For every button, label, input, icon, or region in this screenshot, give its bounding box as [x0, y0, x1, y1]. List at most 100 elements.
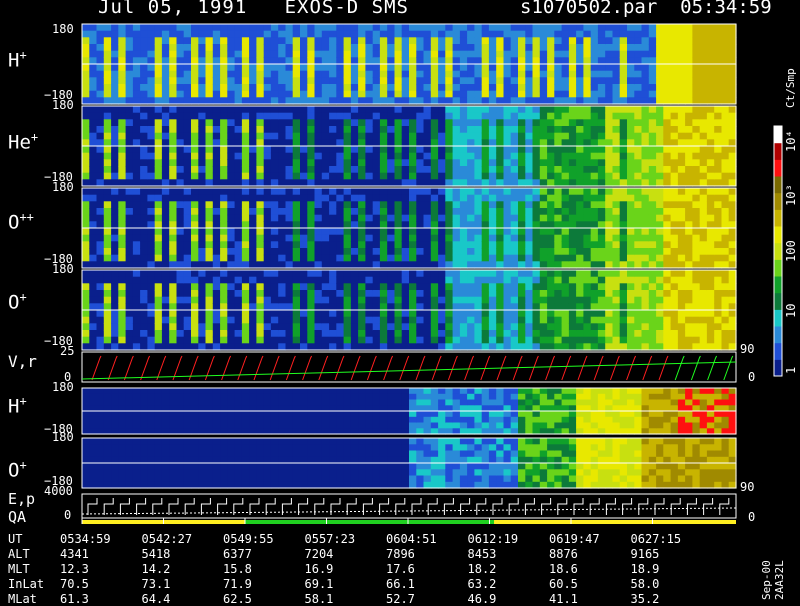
spectrogram-cell [140, 159, 148, 166]
spectrogram-cell [474, 146, 482, 153]
spectrogram-cell [634, 31, 642, 38]
spectrogram-cell [278, 394, 286, 400]
spectrogram-cell [634, 388, 642, 394]
spectrogram-cell [118, 270, 126, 277]
spectrogram-cell [671, 411, 679, 417]
spectrogram-cell [89, 24, 97, 31]
spectrogram-cell [373, 290, 381, 297]
spectrogram-cell [663, 31, 671, 38]
spectrogram-cell [278, 255, 286, 262]
spectrogram-cell [511, 166, 519, 173]
spectrogram-cell [569, 173, 577, 180]
spectrogram-cell [206, 146, 214, 153]
spectrogram-cell [569, 417, 577, 423]
spectrogram-cell [576, 297, 584, 304]
spectrogram-cell [227, 91, 235, 98]
spectrogram-cell [82, 323, 90, 330]
spectrogram-cell [576, 241, 584, 248]
spectrogram-cell [104, 215, 112, 222]
spectrogram-cell [569, 201, 577, 208]
spectrogram-cell [649, 394, 657, 400]
spectrogram-cell [271, 37, 279, 44]
spectrogram-cell [504, 423, 512, 429]
spectrogram-cell [692, 241, 700, 248]
spectrogram-cell [431, 417, 439, 423]
spectrogram-cell [518, 64, 526, 71]
spectrogram-cell [184, 400, 192, 406]
spectrogram-cell [104, 423, 112, 429]
spectrogram-cell [104, 283, 112, 290]
spectrogram-cell [569, 277, 577, 284]
spectrogram-cell [111, 330, 119, 337]
spectrogram-cell [351, 417, 359, 423]
spectrogram-cell [547, 283, 555, 290]
spectrogram-cell [169, 159, 177, 166]
spectrogram-cell [286, 71, 294, 78]
spectrogram-cell [336, 77, 344, 84]
spectrogram-cell [133, 77, 141, 84]
spectrogram-cell [533, 310, 541, 317]
spectrogram-cell [518, 241, 526, 248]
spectrogram-cell [678, 417, 686, 423]
spectrogram-cell [554, 394, 562, 400]
spectrogram-cell [155, 51, 163, 58]
spectrogram-cell [685, 173, 693, 180]
spectrogram-cell [395, 248, 403, 255]
spectrogram-cell [256, 31, 264, 38]
spectrogram-cell [518, 159, 526, 166]
spectrogram-cell [177, 166, 185, 173]
spectrogram-cell [467, 208, 475, 215]
spectrogram-cell [387, 400, 395, 406]
spectrogram-cell [249, 411, 257, 417]
spectrogram-cell [111, 208, 119, 215]
spectrogram-cell [482, 270, 490, 277]
spectrogram-cell [540, 388, 548, 394]
spectrogram-cell [126, 195, 134, 202]
spectrogram-cell [569, 51, 577, 58]
spectrogram-cell [198, 106, 206, 113]
spectrogram-cell [569, 31, 577, 38]
spectrogram-cell [286, 388, 294, 394]
spectrogram-cell [504, 44, 512, 51]
spectrogram-cell [264, 317, 272, 324]
spectrogram-cell [533, 283, 541, 290]
spectrogram-cell [496, 423, 504, 429]
spectrogram-cell [373, 283, 381, 290]
spectrogram-cell [627, 235, 635, 242]
spectrogram-cell [627, 71, 635, 78]
spectrogram-cell [620, 423, 628, 429]
spectrogram-cell [569, 411, 577, 417]
spectrogram-cell [692, 31, 700, 38]
spectrogram-cell [671, 417, 679, 423]
spectrogram-cell [642, 337, 650, 344]
spectrogram-cell [474, 77, 482, 84]
spectrogram-cell [656, 317, 664, 324]
spectrogram-cell [155, 119, 163, 126]
spectrogram-cell [474, 423, 482, 429]
spectrogram-cell [489, 215, 497, 222]
spectrogram-cell [336, 297, 344, 304]
spectrogram-cell [336, 310, 344, 317]
spectrogram-cell [380, 248, 388, 255]
spectrogram-cell [365, 51, 373, 58]
spectrogram-cell [264, 310, 272, 317]
spectrogram-cell [358, 297, 366, 304]
spectrogram-cell [293, 119, 301, 126]
spectrogram-cell [89, 411, 97, 417]
spectrogram-cell [126, 31, 134, 38]
spectrogram-cell [235, 159, 243, 166]
spectrogram-cell [656, 106, 664, 113]
spectrogram-cell [685, 201, 693, 208]
spectrogram-cell [511, 337, 519, 344]
spectrogram-cell [249, 84, 257, 91]
spectrogram-cell [169, 37, 177, 44]
spectrogram-cell [249, 91, 257, 98]
spectrogram-cell [634, 270, 642, 277]
spectrogram-cell [365, 323, 373, 330]
spectrogram-cell [235, 201, 243, 208]
spectrogram-cell [322, 64, 330, 71]
spectrogram-cell [198, 173, 206, 180]
spectrogram-cell [351, 113, 359, 120]
spectrogram-cell [387, 64, 395, 71]
spectrogram-cell [438, 400, 446, 406]
